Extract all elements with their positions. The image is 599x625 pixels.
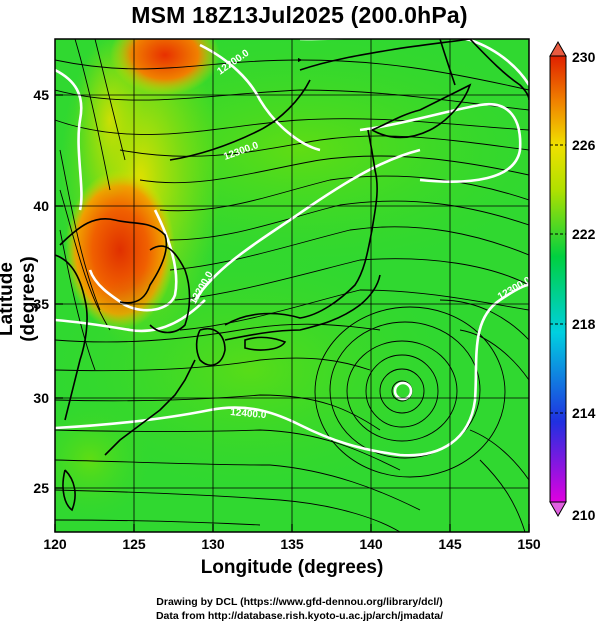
credit-data: Data from http://database.rish.kyoto-u.a… — [155, 610, 444, 622]
colorbar: 230 226 222 218 214 210 — [549, 40, 596, 523]
colorbar-min-triangle — [549, 501, 567, 518]
x-tick-label: 140 — [359, 536, 383, 552]
contour-label: 12400.0 — [230, 407, 267, 421]
x-tick-label: 120 — [43, 536, 67, 552]
hokkaido — [371, 83, 472, 139]
shikoku — [244, 336, 287, 351]
x-tick-label: 125 — [122, 536, 146, 552]
chart-title: MSM 18Z13Jul2025 (200.0hPa) — [131, 2, 468, 28]
y-axis: 45 40 35 30 25 — [33, 87, 63, 496]
y-tick-label: 30 — [33, 390, 49, 406]
x-axis: 120 125 130 135 140 145 150 — [43, 524, 541, 552]
colorbar-tick-label: 222 — [572, 226, 596, 242]
colorbar-tick-label: 214 — [572, 405, 596, 421]
gridlines — [55, 39, 529, 532]
china-coast — [55, 254, 88, 421]
y-tick-label: 40 — [33, 198, 49, 214]
korea-coast — [59, 218, 168, 304]
honshu-south — [224, 274, 381, 341]
coastlines — [55, 39, 529, 512]
x-tick-label: 145 — [438, 536, 462, 552]
colorbar-max-triangle — [549, 40, 567, 57]
y-tick-label: 35 — [33, 296, 49, 312]
y-tick-label: 45 — [33, 87, 49, 103]
credit-drawing: Drawing by DCL (https://www.gfd-dennou.o… — [156, 596, 443, 608]
x-tick-label: 135 — [280, 536, 304, 552]
x-axis-label: Longitude (degrees) — [200, 557, 384, 578]
x-tick-label: 130 — [201, 536, 225, 552]
height-contours — [55, 39, 529, 457]
kyushu — [195, 328, 226, 366]
y-axis-label: Latitude (degrees) — [0, 256, 39, 342]
ryukyu — [104, 359, 196, 456]
colorbar-tick-label: 230 — [572, 49, 596, 65]
honshu — [224, 129, 378, 326]
colorbar-tick-label: 210 — [572, 507, 596, 523]
taiwan — [62, 469, 76, 512]
temperature-field — [55, 39, 529, 532]
manchuria-coast — [169, 79, 311, 161]
korea-peninsula — [149, 245, 191, 334]
colorbar-gradient — [549, 55, 567, 503]
y-tick-label: 25 — [33, 480, 49, 496]
colorbar-tick-label: 226 — [572, 137, 596, 153]
x-tick-label: 150 — [517, 536, 541, 552]
colorbar-tick-label: 218 — [572, 316, 596, 332]
